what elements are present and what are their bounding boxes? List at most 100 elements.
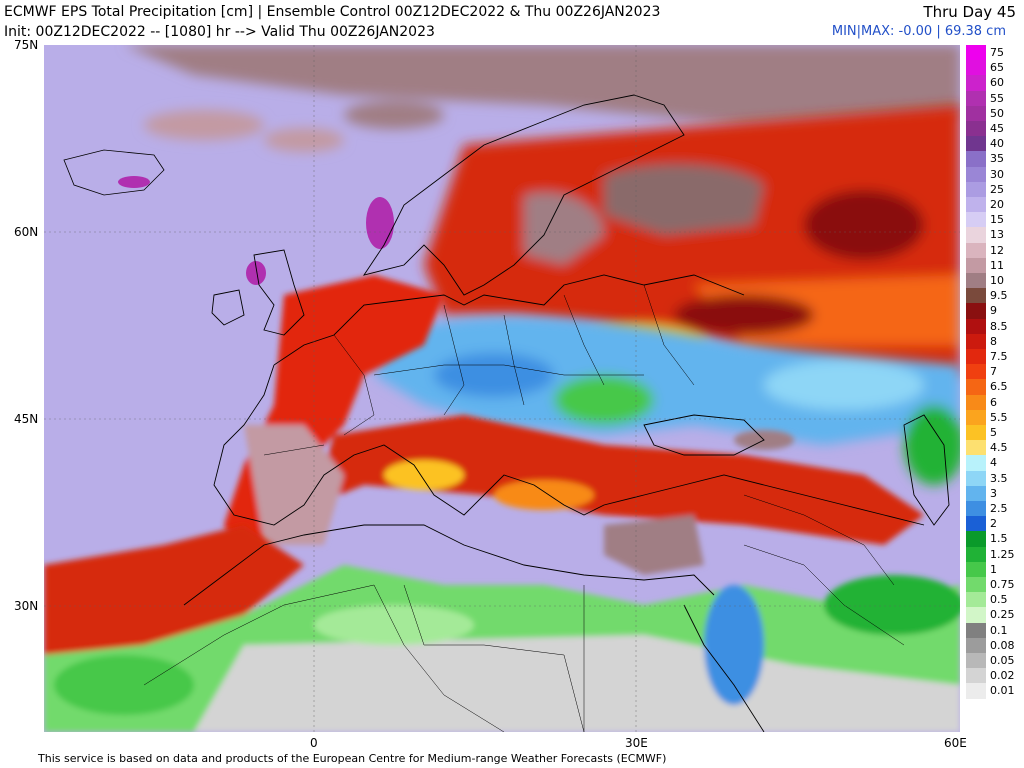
legend-row: 6 xyxy=(966,394,1024,410)
arctic-band xyxy=(124,45,960,125)
legend-label: 4.5 xyxy=(990,441,1008,455)
legend-row: 5 xyxy=(966,425,1024,441)
legend-label: 0.01 xyxy=(990,684,1015,698)
black-sea-outline xyxy=(643,414,765,456)
legend-label: 1.5 xyxy=(990,532,1008,546)
legend-row: 5.5 xyxy=(966,409,1024,425)
norway-max-spot xyxy=(366,197,394,249)
legend-row: 75 xyxy=(966,45,1024,61)
legend-label: 55 xyxy=(990,91,1004,105)
legend-label: 8 xyxy=(990,334,997,348)
legend-swatch xyxy=(966,561,986,577)
legend-label: 7 xyxy=(990,365,997,379)
legend-row: 7.5 xyxy=(966,349,1024,365)
legend-swatch xyxy=(966,516,986,532)
legend-row: 9.5 xyxy=(966,288,1024,304)
legend-row: 8 xyxy=(966,333,1024,349)
legend-swatch xyxy=(966,440,986,456)
legend-label: 1 xyxy=(990,562,997,576)
legend-swatch xyxy=(966,349,986,365)
legend-row: 55 xyxy=(966,90,1024,106)
lat-label-30n: 30N xyxy=(14,599,39,613)
legend-label: 6.5 xyxy=(990,380,1008,394)
legend-row: 20 xyxy=(966,197,1024,213)
legend-swatch xyxy=(966,288,986,304)
legend-row: 35 xyxy=(966,151,1024,167)
legend-row: 0.5 xyxy=(966,592,1024,608)
legend-row: 1 xyxy=(966,561,1024,577)
legend-label: 1.25 xyxy=(990,547,1015,561)
legend-label: 0.05 xyxy=(990,654,1015,667)
lon-label-30e: 30E xyxy=(625,736,648,750)
legend-label: 50 xyxy=(990,106,1004,120)
legend-row: 65 xyxy=(966,60,1024,76)
legend-label: 5.5 xyxy=(990,410,1008,424)
legend-swatch xyxy=(966,592,986,608)
legend-row: 13 xyxy=(966,227,1024,243)
legend-row: 12 xyxy=(966,242,1024,258)
legend-label: 10 xyxy=(990,274,1004,287)
legend-swatch xyxy=(966,455,986,471)
legend-swatch xyxy=(966,668,986,684)
legend-label: 5 xyxy=(990,426,997,439)
legend-swatch xyxy=(966,485,986,501)
legend-row: 40 xyxy=(966,136,1024,152)
legend-label: 6 xyxy=(990,395,997,409)
precipitation-map xyxy=(44,45,960,732)
legend-row: 9 xyxy=(966,303,1024,319)
legend-swatch xyxy=(966,501,986,517)
legend-row: 10 xyxy=(966,273,1024,289)
lat-label-60n: 60N xyxy=(14,225,39,239)
legend-row: 4.5 xyxy=(966,440,1024,456)
legend-label: 2 xyxy=(990,517,997,531)
legend-row: 45 xyxy=(966,121,1024,137)
legend-row: 2 xyxy=(966,516,1024,532)
caspian-outline xyxy=(903,414,950,526)
chart-title: ECMWF EPS Total Precipitation [cm] | Ens… xyxy=(4,4,661,20)
legend-label: 12 xyxy=(990,243,1004,257)
legend-row: 0.75 xyxy=(966,577,1024,593)
legend-swatch xyxy=(966,181,986,197)
legend-swatch xyxy=(966,303,986,319)
iceland-max-spot xyxy=(118,176,150,188)
legend-swatch xyxy=(966,166,986,182)
legend-row: 0.25 xyxy=(966,607,1024,623)
legend-label: 45 xyxy=(990,122,1004,135)
legend-label: 0.02 xyxy=(990,669,1015,683)
legend-swatch xyxy=(966,273,986,289)
legend-label: 3.5 xyxy=(990,471,1008,485)
morocco-field xyxy=(44,525,304,655)
legend-swatch xyxy=(966,577,986,593)
legend-label: 11 xyxy=(990,258,1004,272)
legend-swatch xyxy=(966,637,986,653)
legend-swatch xyxy=(966,531,986,547)
legend-row: 8.5 xyxy=(966,318,1024,334)
legend-swatch xyxy=(966,136,986,152)
lon-label-0: 0 xyxy=(310,736,318,750)
legend-label: 75 xyxy=(990,46,1004,59)
legend-row: 6.5 xyxy=(966,379,1024,395)
map-canvas xyxy=(44,45,960,732)
color-legend: 75 65 60 55 50 45 40 35 30 25 20 15 13 12 11 10 9.5 9 8.5 8… xyxy=(966,45,1024,715)
legend-row: 1.25 xyxy=(966,546,1024,562)
legend-row: 0.01 xyxy=(966,683,1024,699)
legend-swatch xyxy=(966,227,986,243)
lon-label-60e: 60E xyxy=(944,736,967,750)
legend-row: 7 xyxy=(966,364,1024,380)
legend-label: 0.5 xyxy=(990,593,1008,607)
legend-swatch xyxy=(966,546,986,562)
legend-label: 13 xyxy=(990,228,1004,242)
legend-label: 8.5 xyxy=(990,319,1008,333)
legend-label: 4 xyxy=(990,456,997,470)
legend-row: 0.1 xyxy=(966,622,1024,638)
north-africa-coast xyxy=(183,524,715,606)
legend-row: 0.02 xyxy=(966,668,1024,684)
lat-label-45n: 45N xyxy=(14,412,39,426)
mediterranean-field xyxy=(314,415,924,545)
legend-label: 7.5 xyxy=(990,350,1008,363)
init-valid-line: Init: 00Z12DEC2022 -- [1080] hr --> Vali… xyxy=(4,24,435,40)
legend-swatch xyxy=(966,409,986,425)
legend-swatch xyxy=(966,242,986,258)
legend-row: 15 xyxy=(966,212,1024,228)
legend-swatch xyxy=(966,105,986,121)
